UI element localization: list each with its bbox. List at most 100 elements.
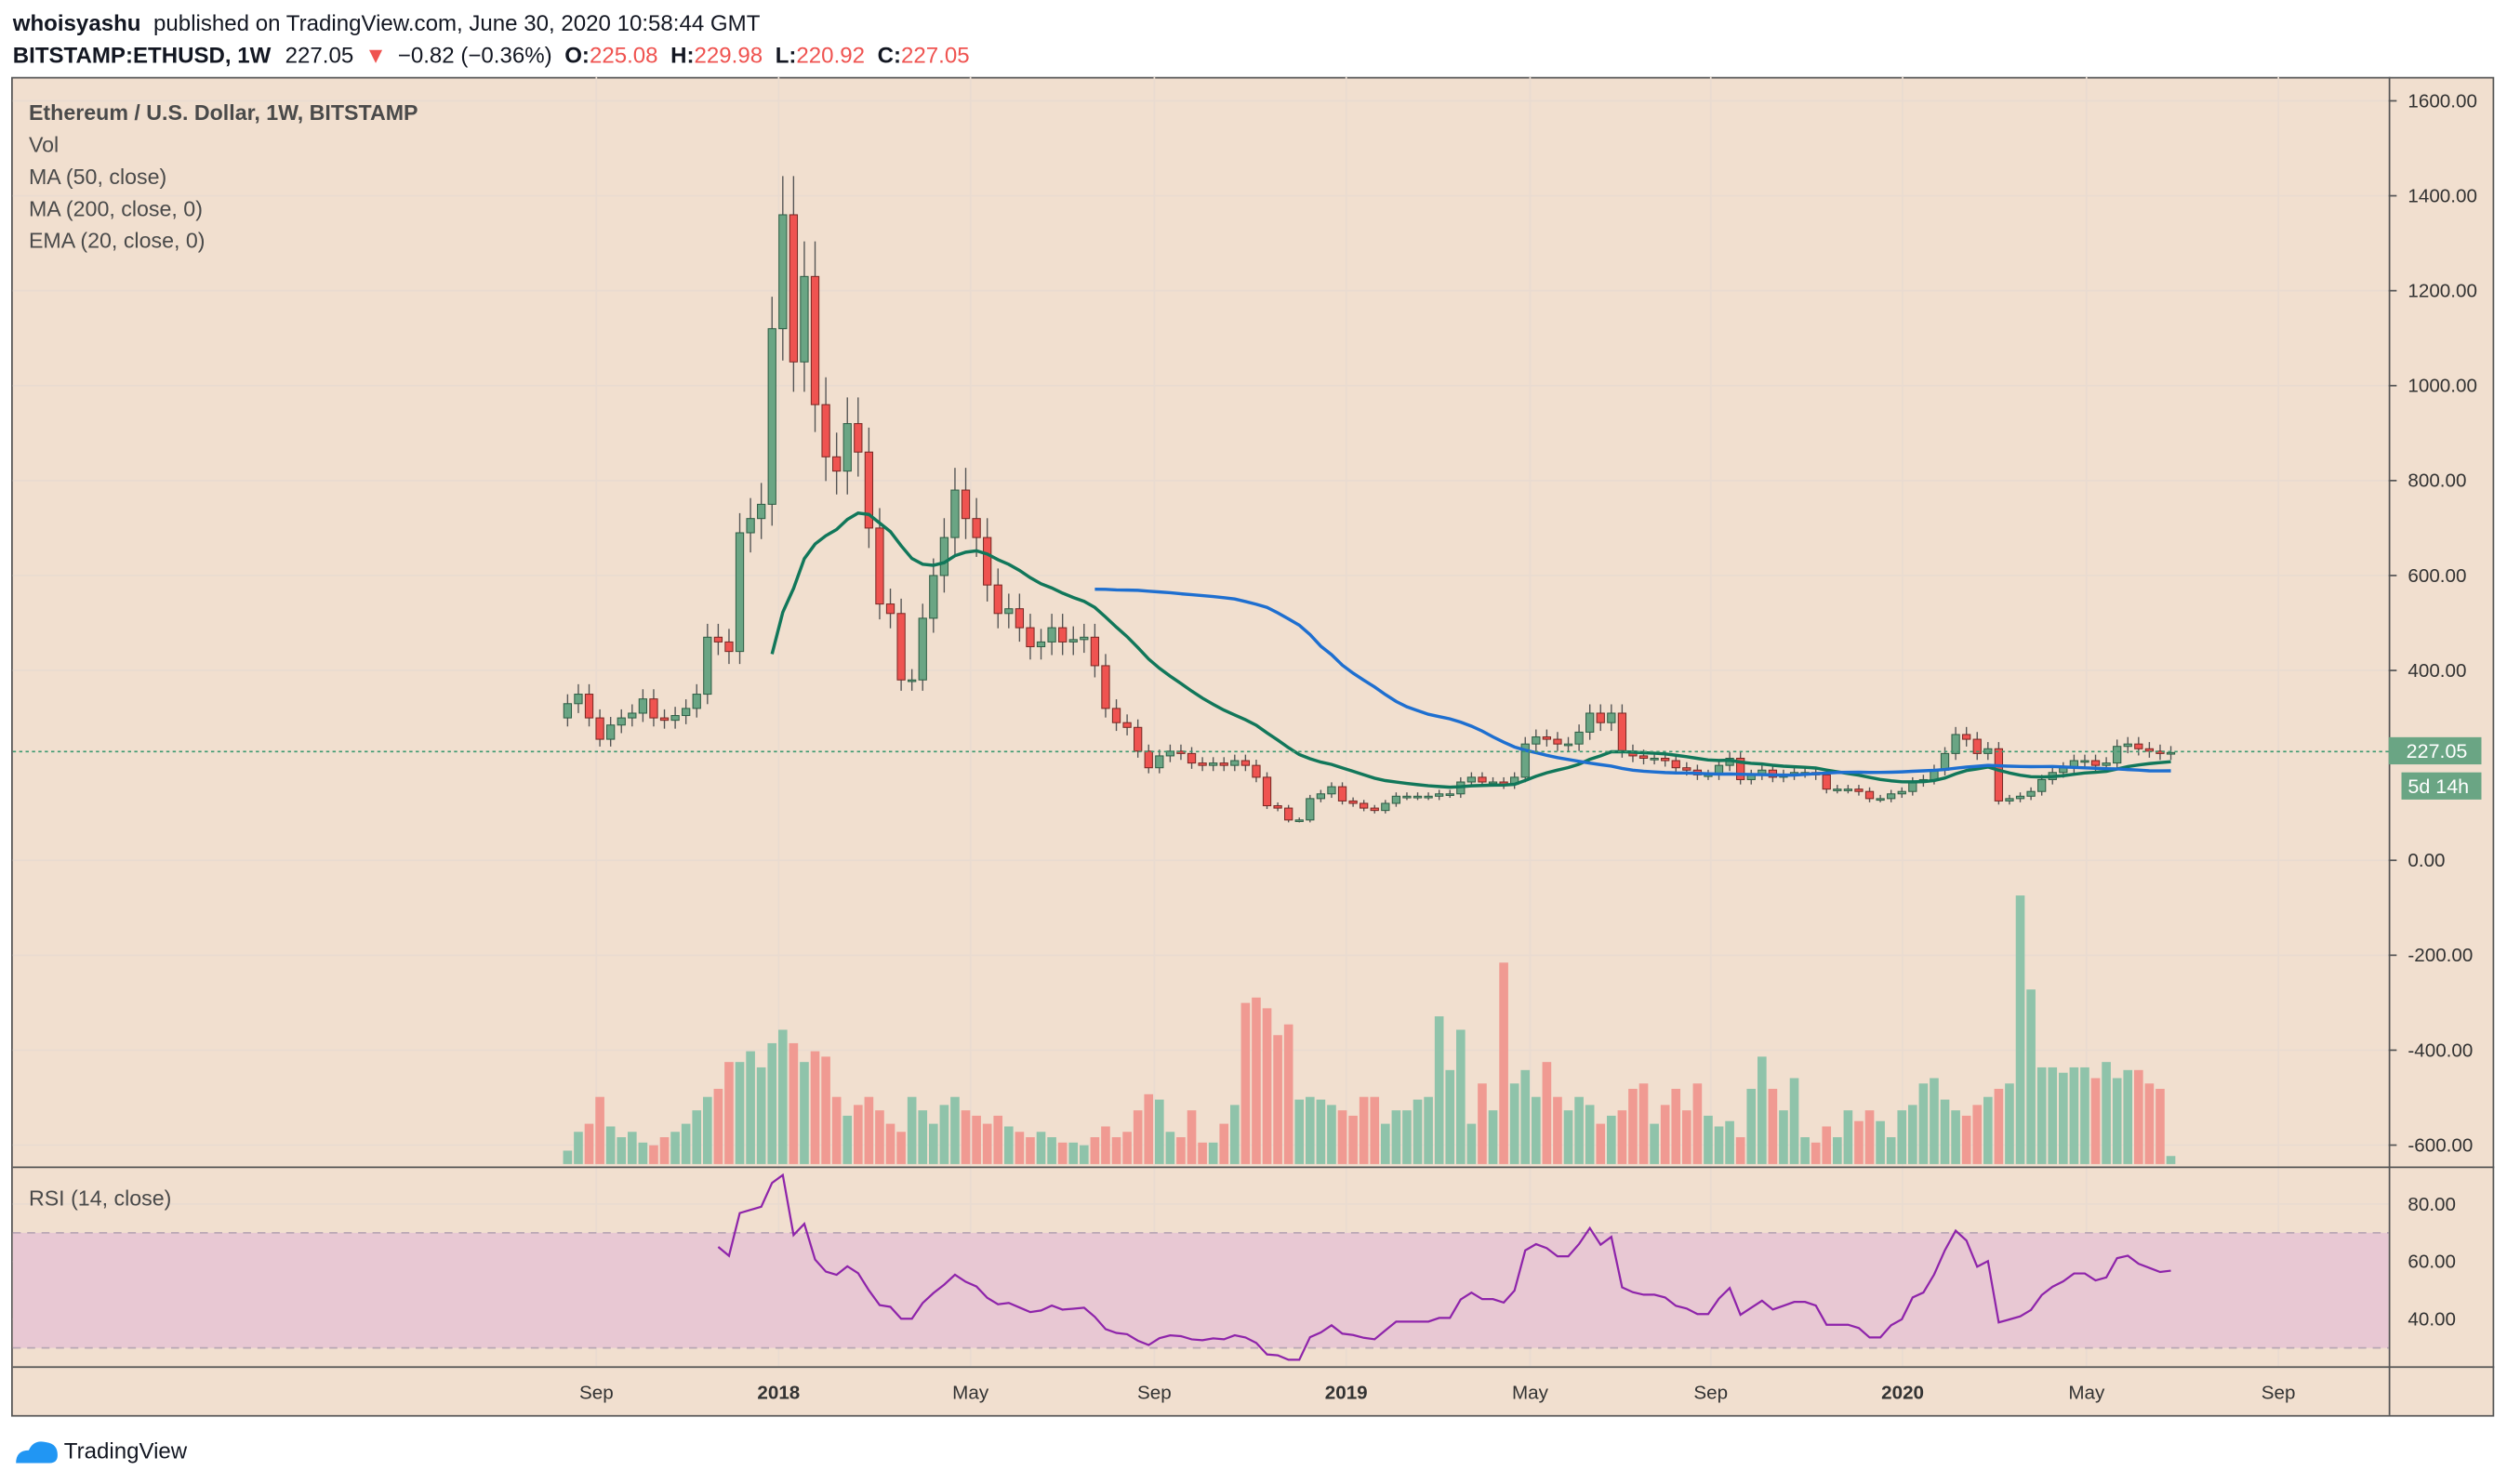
volume-bar xyxy=(2144,1083,2155,1164)
volume-bar xyxy=(885,1123,895,1164)
volume-bar xyxy=(1424,1096,1433,1164)
legend-ema20[interactable]: EMA (20, close, 0) xyxy=(29,229,206,253)
candle-down xyxy=(1187,752,1197,764)
candle-down xyxy=(1252,764,1261,778)
candle-down xyxy=(1111,708,1121,723)
volume-bar xyxy=(1660,1105,1670,1164)
rsi-axis[interactable]: 80.00 60.00 40.00 xyxy=(2408,1194,2456,1331)
volume-bar xyxy=(1961,1115,1971,1164)
candle-down xyxy=(1058,627,1068,643)
volume-bar xyxy=(746,1051,755,1164)
candle-up xyxy=(638,698,648,714)
candle-down xyxy=(832,456,842,472)
volume-bar xyxy=(681,1123,691,1164)
candle-down xyxy=(1682,767,1691,771)
volume-bar xyxy=(638,1142,648,1164)
candle-down xyxy=(584,694,594,719)
volume-bar xyxy=(864,1096,874,1164)
candle-up xyxy=(735,532,745,653)
candle-down xyxy=(1101,665,1110,709)
volume-bar xyxy=(1585,1105,1595,1164)
time-axis[interactable]: Sep 2018 May Sep 2019 May Sep 2020 May Sep xyxy=(579,1383,2295,1404)
candle-down xyxy=(875,527,884,605)
candle-up xyxy=(682,708,691,717)
volume-bar xyxy=(928,1123,938,1164)
volume-bar xyxy=(1542,1062,1552,1164)
candle-down xyxy=(1360,802,1369,809)
volume-bar xyxy=(1445,1069,1455,1164)
candle-down xyxy=(2144,748,2155,752)
candle-up xyxy=(1306,798,1315,821)
countdown-label-bg xyxy=(2401,772,2482,800)
candle-down xyxy=(821,404,830,457)
volume-bar xyxy=(1101,1126,1110,1164)
volume-bar xyxy=(1671,1089,1681,1164)
close-value: 227.05 xyxy=(901,43,970,68)
candle-down xyxy=(1994,748,2004,802)
volume-bar xyxy=(2112,1078,2122,1164)
candle-up xyxy=(2123,743,2132,748)
volume-bar xyxy=(2102,1062,2111,1164)
open-value: 225.08 xyxy=(590,43,658,68)
legend-rsi[interactable]: RSI (14, close) xyxy=(29,1186,171,1211)
legend-ma50[interactable]: MA (50, close) xyxy=(29,165,166,189)
candle-down xyxy=(2134,743,2143,749)
volume-bar xyxy=(1811,1142,1821,1164)
high-value: 229.98 xyxy=(695,43,763,68)
candle-up xyxy=(939,537,949,576)
publish-line: whoisyashu published on TradingView.com,… xyxy=(12,11,761,36)
candle-down xyxy=(1638,755,1649,759)
volume-bar xyxy=(2134,1069,2143,1164)
time-tick-label: Sep xyxy=(1693,1383,1728,1404)
volume-bar xyxy=(1154,1099,1164,1164)
volume-bar xyxy=(875,1110,884,1164)
volume-bar xyxy=(1800,1137,1810,1164)
volume-bar xyxy=(1940,1099,1950,1164)
candle-up xyxy=(1155,755,1164,769)
volume-bar xyxy=(1047,1137,1056,1164)
candle-down xyxy=(1864,790,1875,800)
price-tick-label: 1200.00 xyxy=(2408,281,2477,302)
candle-up xyxy=(1316,793,1326,800)
volume-bar xyxy=(1499,962,1508,1164)
candle-down xyxy=(983,537,992,586)
candle-up xyxy=(1294,819,1304,823)
volume-bar xyxy=(1294,1099,1305,1164)
candle-down xyxy=(1273,805,1282,809)
volume-bar xyxy=(605,1126,616,1164)
price-tick-label: -200.00 xyxy=(2408,945,2473,966)
volume-bar xyxy=(2155,1089,2165,1164)
candle-down xyxy=(1671,760,1680,769)
volume-bar xyxy=(1854,1120,1864,1164)
volume-bar xyxy=(961,1110,971,1164)
volume-bar xyxy=(810,1051,820,1164)
author[interactable]: whoisyashu xyxy=(12,11,141,36)
volume-bar xyxy=(1122,1132,1132,1164)
volume-bar xyxy=(1596,1123,1606,1164)
price-tick-label: -600.00 xyxy=(2408,1134,2473,1156)
price-tick-label: 1000.00 xyxy=(2408,376,2477,397)
tradingview-logo[interactable]: TradingView xyxy=(16,1438,188,1464)
volume-bar xyxy=(1768,1089,1778,1164)
rsi-tick-label: 40.00 xyxy=(2408,1309,2456,1331)
volume-bar xyxy=(842,1115,853,1164)
last-price: 227.05 xyxy=(285,43,354,68)
volume-bar xyxy=(1262,1008,1272,1164)
volume-bar xyxy=(1348,1115,1358,1164)
volume-bar xyxy=(1735,1137,1745,1164)
volume-bar xyxy=(563,1150,573,1164)
last-price-label-bg xyxy=(2388,736,2482,765)
logo-text: TradingView xyxy=(64,1438,188,1464)
volume-bar xyxy=(1391,1110,1401,1164)
price-axis[interactable]: 1600.00 1400.00 1200.00 1000.00 800.00 600.00… xyxy=(2388,90,2477,1156)
volume-bar xyxy=(595,1096,604,1164)
volume-bar xyxy=(659,1137,670,1164)
volume-bar xyxy=(896,1132,906,1164)
volume-bar xyxy=(1198,1142,1207,1164)
candle-up xyxy=(1435,793,1444,797)
candle-down xyxy=(1854,788,1864,792)
legend-vol[interactable]: Vol xyxy=(29,133,59,157)
legend-ma200[interactable]: MA (200, close, 0) xyxy=(29,196,203,220)
candle-up xyxy=(1574,731,1584,745)
